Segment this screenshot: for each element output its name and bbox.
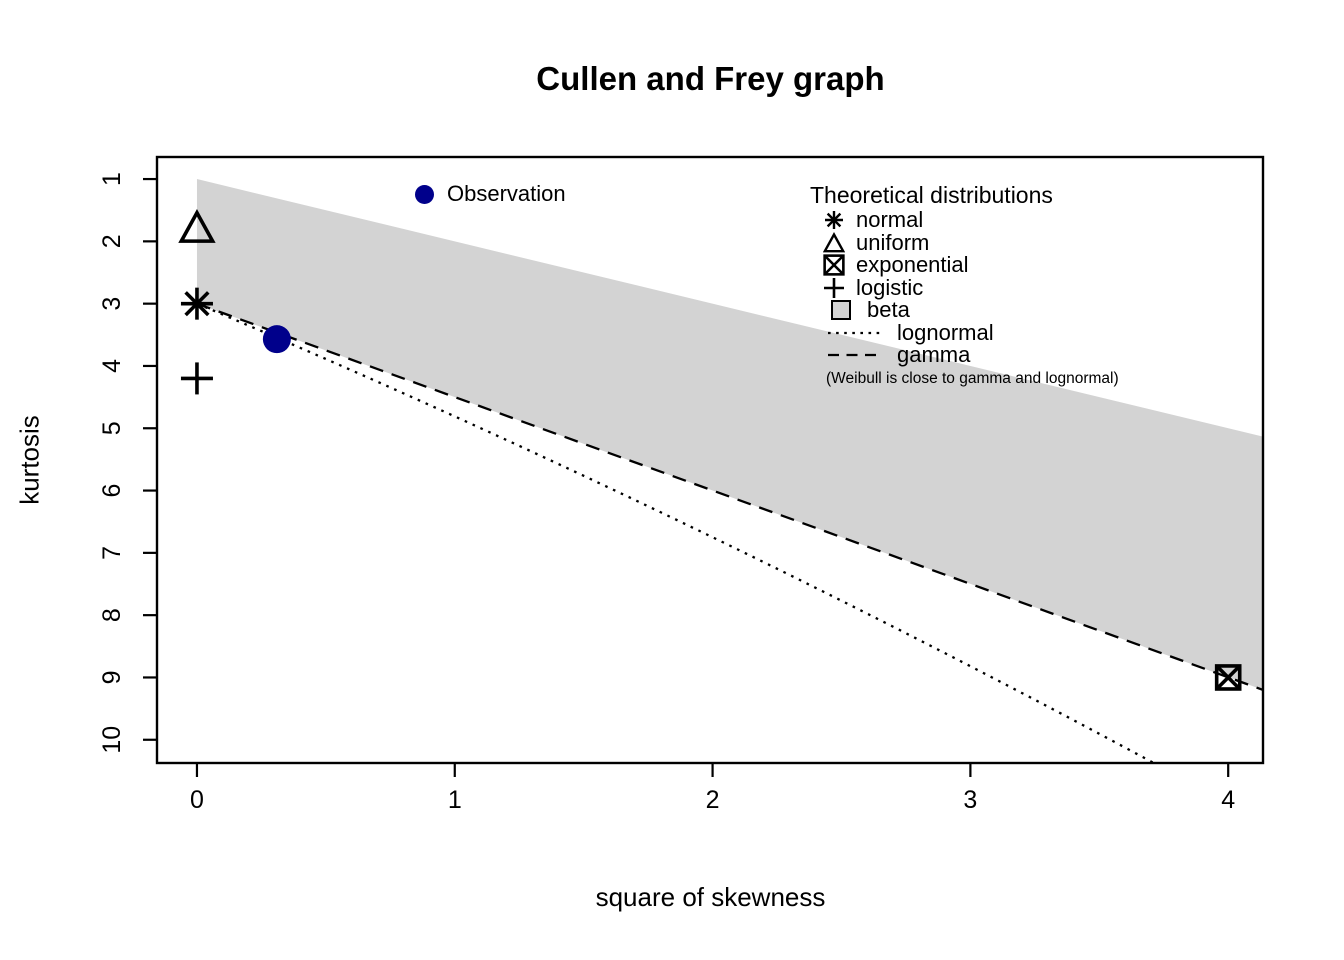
legend-item-gamma: gamma: [810, 342, 1119, 368]
observation-dot-icon: [415, 184, 434, 204]
triangle-icon: [823, 231, 845, 254]
x-tick-label: 2: [706, 786, 720, 814]
observation-legend-label: Observation: [447, 181, 566, 206]
legend-item-label: logistic: [856, 274, 924, 300]
gamma-line: [196, 302, 1264, 692]
legend-item-beta: beta: [810, 297, 1119, 323]
chart-title: Cullen and Frey graph: [536, 60, 885, 97]
x-tick-label: 0: [190, 786, 204, 814]
y-tick-label: 3: [98, 297, 126, 311]
y-tick-label: 8: [98, 608, 126, 622]
y-axis-label: kurtosis: [14, 415, 45, 505]
y-tick-label: 2: [98, 234, 126, 248]
logistic-marker: [180, 362, 213, 395]
x-tick-label: 4: [1221, 786, 1235, 814]
x-tick-label: 3: [963, 786, 977, 814]
legend-item-label: beta: [867, 297, 910, 323]
y-tick-label: 10: [98, 726, 126, 754]
theoretical-legend-items: normal uniform exponential logistic beta logn…: [810, 207, 1119, 368]
lognormal-line: [196, 302, 1154, 764]
beta-region: [196, 179, 1264, 690]
theoretical-legend: Theoretical distributions normal uniform e…: [810, 182, 1119, 388]
observation-legend: Observation: [415, 181, 566, 207]
legend-item-label: gamma: [897, 342, 971, 368]
boxed-x-icon: [823, 254, 845, 276]
legend-item-normal: normal: [810, 207, 1119, 233]
x-tick-label: 1: [448, 786, 462, 814]
observation-point: [262, 325, 291, 354]
plus-icon: [823, 277, 845, 299]
normal-marker: [180, 287, 213, 320]
asterisk-icon: [823, 209, 845, 231]
dotted-line-icon: [828, 328, 880, 338]
y-tick-label: 9: [98, 671, 126, 685]
y-tick-label: 4: [98, 359, 126, 373]
y-tick-label: 1: [98, 172, 126, 186]
legend-item-uniform: uniform: [810, 229, 1119, 255]
legend-item-label: normal: [856, 207, 924, 233]
theoretical-legend-footnote: (Weibull is close to gamma and lognormal…: [826, 369, 1119, 387]
legend-item-label: lognormal: [897, 319, 994, 345]
y-tick-label: 7: [98, 546, 126, 560]
legend-item-lognormal: lognormal: [810, 319, 1119, 345]
legend-item-exponential: exponential: [810, 252, 1119, 278]
uniform-marker: [178, 209, 216, 243]
exponential-marker: [1214, 664, 1242, 691]
y-tick-label: 5: [98, 421, 126, 435]
dashed-line-icon: [828, 350, 880, 360]
legend-item-label: exponential: [856, 252, 969, 278]
x-axis-label: square of skewness: [595, 882, 826, 912]
square-fill-icon: [829, 298, 853, 322]
y-tick-label: 6: [98, 484, 126, 498]
plot-box: [155, 155, 1265, 765]
theoretical-legend-title: Theoretical distributions: [810, 182, 1053, 208]
legend-item-label: uniform: [856, 229, 930, 255]
legend-item-logistic: logistic: [810, 274, 1119, 300]
